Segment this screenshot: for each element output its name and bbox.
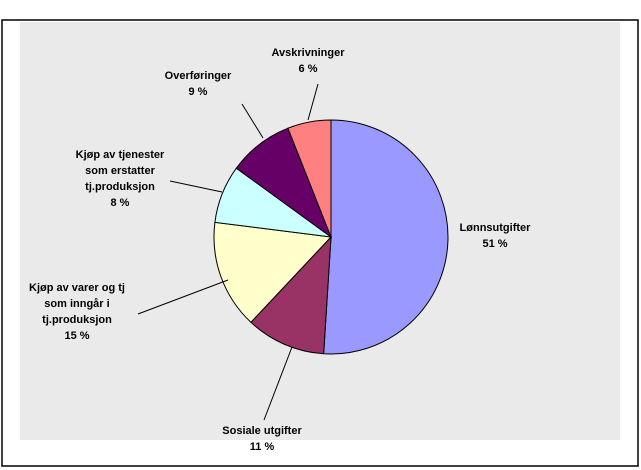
leader-line bbox=[263, 346, 293, 421]
pie-slice bbox=[213, 221, 333, 323]
leader-line bbox=[241, 103, 264, 139]
category-label: Avskrivninger bbox=[271, 47, 345, 59]
leader-line bbox=[169, 180, 223, 193]
category-label: Kjøp av tjenester som erstatter tj.produ… bbox=[75, 149, 165, 193]
slice-label: Kjøp av varer og tj som inngår i tj.prod… bbox=[29, 280, 125, 344]
slice-label: Overføringer 9 % bbox=[165, 68, 232, 100]
slice-label: Avskrivninger 6 % bbox=[272, 45, 345, 77]
pie-slice bbox=[287, 119, 332, 238]
pie-slice bbox=[323, 119, 449, 355]
value-label: 51 % bbox=[482, 238, 508, 250]
slice-label: Lønnsutgifter 51 % bbox=[460, 220, 531, 252]
pie bbox=[213, 119, 449, 355]
category-label: Overføringer bbox=[164, 70, 232, 82]
value-label: 15 % bbox=[64, 330, 90, 342]
category-label: Kjøp av varer og tj som inngår i tj.prod… bbox=[29, 282, 125, 326]
value-label: 8 % bbox=[110, 197, 130, 209]
leader-line bbox=[137, 279, 229, 315]
value-label: 6 % bbox=[298, 63, 318, 75]
category-label: Sosiale utgifter bbox=[222, 425, 302, 437]
slice-label: Sosiale utgifter 11 % bbox=[222, 423, 301, 455]
category-label: Lønnsutgifter bbox=[459, 222, 531, 234]
value-label: 11 % bbox=[249, 441, 275, 453]
leader-line bbox=[307, 83, 319, 121]
value-label: 9 % bbox=[188, 86, 208, 98]
leader-lines bbox=[137, 83, 319, 421]
pie-slice bbox=[250, 235, 332, 355]
slice-label: Kjøp av tjenester som erstatter tj.produ… bbox=[76, 147, 165, 211]
